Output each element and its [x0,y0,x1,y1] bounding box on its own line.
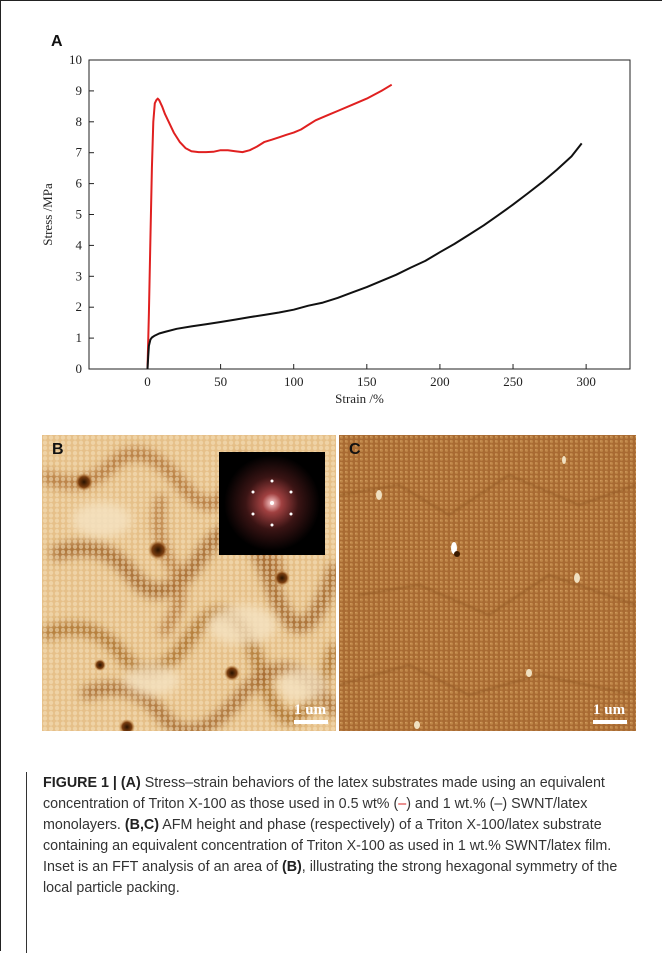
x-tick-label: 300 [576,374,596,389]
y-tick-label: 9 [76,83,83,98]
caption-red-mark: – [398,796,407,812]
y-tick-label: 4 [76,237,83,252]
x-tick-label: 250 [503,374,523,389]
series-line-2 [146,142,583,370]
x-tick-label: 150 [357,374,377,389]
plot-area-frame [88,59,631,370]
caption-text-3: AFM height and phase (respectively) of a… [43,817,612,875]
y-tick-label: 1 [76,330,83,345]
x-tick-label: 50 [214,374,227,389]
scale-bar-b [294,720,328,724]
panel-c-afm-phase-image: C 1 um [339,435,636,731]
scale-bar-label-c: 1 um [593,702,626,718]
panel-b-afm-height-image: B 1 um [42,435,336,731]
fft-inset [219,452,325,555]
x-tick-label: 200 [430,374,450,389]
caption-ref-bc: (B,C) [124,817,160,833]
y-tick-label: 10 [69,52,82,67]
y-tick-label: 3 [76,268,83,283]
figure-caption: FIGURE 1 | (A) Stress–strain behaviors o… [43,773,643,899]
scale-bar-c [593,720,627,724]
x-tick-label: 100 [284,374,304,389]
caption-text-1: Stress–strain behaviors of the latex sub… [43,775,605,812]
y-tick-label: 2 [76,299,83,314]
series-line-1 [146,83,393,370]
caption-figure-label: FIGURE 1 | [43,775,121,791]
y-tick-label: 0 [76,361,83,376]
afm-phase-texture [339,435,636,731]
stress-strain-chart: 0 50 100 150 200 250 300 0 1 2 3 4 5 6 7 8 9 10 Strain /% S… [40,52,631,406]
caption-ref-a: (A) [120,775,141,791]
y-axis-label: Stress /MPa [40,183,55,246]
panel-label-b: B [52,441,64,458]
scale-bar-label-b: 1 um [294,702,327,718]
caption-text-2: ) and 1 wt.% (–) SWNT/latex monolayers. [43,796,588,833]
caption-text-4: , illustrating the strong hexagonal symm… [43,859,618,896]
y-tick-label: 7 [76,145,83,160]
caption-rule [26,772,27,953]
panel-label-a: A [51,33,63,50]
panel-label-c: C [349,441,361,458]
caption-ref-b: (B) [281,859,302,875]
y-tick-label: 6 [76,176,83,191]
y-tick-label: 8 [76,114,83,129]
x-tick-label: 0 [144,374,151,389]
y-tick-label: 5 [76,207,83,222]
x-axis-label: Strain /% [335,391,384,406]
